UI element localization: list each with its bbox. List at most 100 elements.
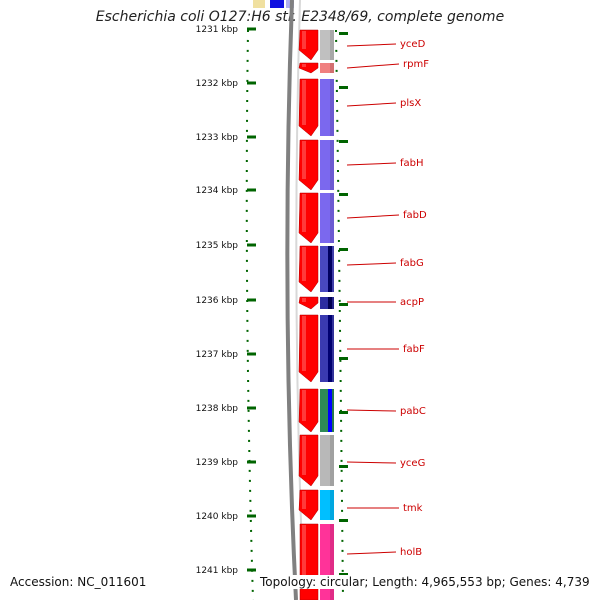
gene-leader-line	[346, 102, 397, 107]
gene-leader-line	[346, 162, 397, 166]
cds-arrow	[298, 434, 319, 487]
cds-arrow-shade	[302, 247, 306, 281]
cds-arrow-shade	[302, 80, 306, 125]
scale-tick-left	[247, 188, 256, 192]
scale-label: 1239 kbp	[196, 458, 239, 468]
function-block-shade	[330, 435, 334, 486]
gene-leader-line	[346, 461, 397, 464]
gene-leader-line	[346, 63, 400, 69]
cds-arrow-shade	[302, 316, 306, 371]
scale-tick-right	[339, 248, 348, 251]
function-block-shade	[330, 524, 334, 600]
cds-arrow	[298, 245, 319, 293]
scale-label: 1241 kbp	[196, 566, 239, 576]
gene-label: yceG	[400, 458, 425, 469]
gene-label: rpmF	[403, 59, 429, 70]
gene-label-track: yceD rpmF plsX fabH fabD fabG acpP fabF pabC yceG…	[346, 39, 429, 558]
cds-arrow	[298, 388, 319, 433]
function-block	[320, 490, 334, 520]
gene-label: yceD	[400, 39, 426, 50]
cds-arrow-shade	[302, 298, 306, 302]
scale-tick-right	[339, 193, 348, 196]
gene-leader-line	[346, 43, 397, 47]
cds-arrow	[298, 139, 319, 191]
function-block-shade	[330, 63, 334, 73]
gene-leader-line	[346, 262, 397, 266]
gene-label: fabD	[403, 210, 427, 221]
scale-tick-right	[339, 140, 348, 143]
function-block	[320, 63, 334, 73]
cds-arrow	[298, 62, 319, 74]
scale-tick-right	[339, 465, 348, 468]
scale-track: 1231 kbp 1232 kbp 1233 kbp 1234 kbp 1235 kbp…	[196, 25, 348, 576]
scale-tick-left	[247, 406, 256, 410]
function-block	[320, 435, 334, 486]
function-block-shade	[330, 193, 334, 243]
function-block-shade	[330, 79, 334, 136]
scale-label: 1236 kbp	[196, 296, 239, 306]
scale-tick-right	[339, 519, 348, 522]
scale-tick-left	[247, 243, 256, 247]
scale-track-right	[335, 29, 344, 600]
cds-arrow-shade	[302, 31, 306, 49]
scale-tick-right	[339, 303, 348, 306]
scale-tick-left	[247, 568, 256, 572]
gene-leader-line	[346, 214, 400, 219]
cds-arrow-shade	[302, 194, 306, 232]
genome-summary-text: Topology: circular; Length: 4,965,553 bp…	[258, 575, 592, 589]
cds-arrow	[298, 489, 319, 521]
cds-arrow-shade	[302, 491, 306, 509]
cds-arrow	[298, 29, 319, 61]
backbone-outer	[285, 0, 298, 600]
cds-arrow	[298, 78, 319, 137]
scale-label: 1240 kbp	[196, 512, 239, 522]
scale-tick-right	[339, 573, 348, 576]
cds-arrow-shade	[302, 525, 306, 589]
function-block	[320, 79, 334, 136]
gene-label: pabC	[400, 406, 426, 417]
gene-label: fabG	[400, 258, 424, 269]
cds-track	[298, 29, 319, 600]
cds-arrow	[298, 314, 319, 383]
function-block	[320, 30, 334, 60]
gene-leader-line	[346, 551, 397, 555]
gene-label: fabH	[400, 158, 424, 169]
function-block-shade	[330, 30, 334, 60]
gene-label: acpP	[400, 297, 424, 308]
accession-text: Accession: NC_011601	[8, 575, 149, 589]
scale-tick-left	[247, 298, 256, 302]
scale-label: 1233 kbp	[196, 133, 239, 143]
gene-label: tmk	[403, 503, 423, 514]
function-stripe	[328, 315, 332, 382]
gene-label: holB	[400, 547, 422, 558]
scale-tick-left	[247, 27, 256, 31]
scale-tick-left	[247, 81, 256, 85]
function-block-shade	[330, 490, 334, 520]
scale-label: 1232 kbp	[196, 79, 239, 89]
function-block-shade	[330, 140, 334, 190]
scale-tick-right	[339, 411, 348, 414]
scale-tick-left	[247, 135, 256, 139]
cds-arrow	[298, 192, 319, 244]
cds-arrow-shade	[302, 64, 306, 67]
cds-arrow-shade	[302, 390, 306, 421]
cds-arrow-shade	[302, 141, 306, 179]
scale-label: 1238 kbp	[196, 404, 239, 414]
scale-tick-right	[339, 86, 348, 89]
function-stripe	[328, 389, 332, 432]
cds-arrow-shade	[302, 436, 306, 475]
gene-leader-line	[346, 409, 397, 412]
top-strip-blue	[270, 0, 284, 8]
scale-tick-left	[247, 514, 256, 518]
scale-tick-right	[339, 357, 348, 360]
top-strip-tan	[253, 0, 265, 8]
scale-label: 1234 kbp	[196, 186, 239, 196]
function-block	[320, 193, 334, 243]
gene-label: fabF	[403, 344, 425, 355]
scale-tick-left	[247, 460, 256, 464]
backbone-inner	[295, 0, 305, 600]
scale-tick-right	[339, 32, 348, 35]
scale-tick-left	[247, 352, 256, 356]
scale-label: 1235 kbp	[196, 241, 239, 251]
